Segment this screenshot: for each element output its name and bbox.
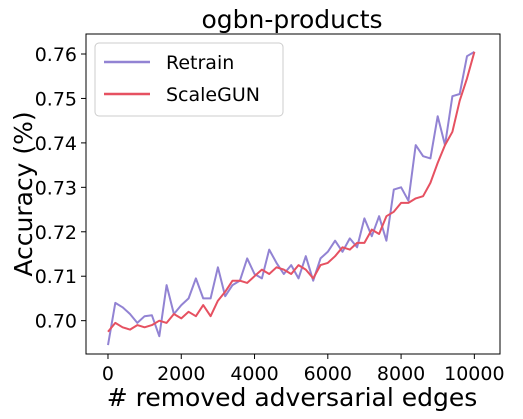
y-tick-label: 0.70 <box>35 311 77 333</box>
x-tick-label: 6000 <box>304 363 352 385</box>
y-tick-label: 0.76 <box>35 44 77 66</box>
y-axis: 0.70 0.71 0.72 0.73 0.74 0.75 0.76 <box>35 44 86 333</box>
series-line-scalegun <box>107 51 476 333</box>
x-tick-label: 10000 <box>444 363 504 385</box>
x-axis-label: # removed adversarial edges <box>107 383 478 412</box>
x-tick-label: 8000 <box>377 363 425 385</box>
x-axis: 0 2000 4000 6000 8000 10000 <box>102 354 505 385</box>
series-line-retrain <box>107 50 475 346</box>
x-tick-label: 4000 <box>230 363 278 385</box>
legend: Retrain ScaleGUN <box>94 42 284 117</box>
y-axis-label: Accuracy (%) <box>9 111 38 276</box>
y-tick-label: 0.73 <box>35 177 77 199</box>
legend-label-scalegun: ScaleGUN <box>166 84 260 106</box>
legend-label-retrain: Retrain <box>166 52 234 74</box>
chart-title: ogbn-products <box>201 5 382 34</box>
y-tick-label: 0.75 <box>35 88 77 110</box>
plot-area <box>107 50 476 346</box>
x-tick-label: 2000 <box>157 363 205 385</box>
plot-frame <box>85 33 501 355</box>
x-tick-label: 0 <box>102 363 114 385</box>
y-tick-label: 0.72 <box>35 222 77 244</box>
y-tick-label: 0.74 <box>35 133 77 155</box>
y-tick-label: 0.71 <box>35 266 77 288</box>
